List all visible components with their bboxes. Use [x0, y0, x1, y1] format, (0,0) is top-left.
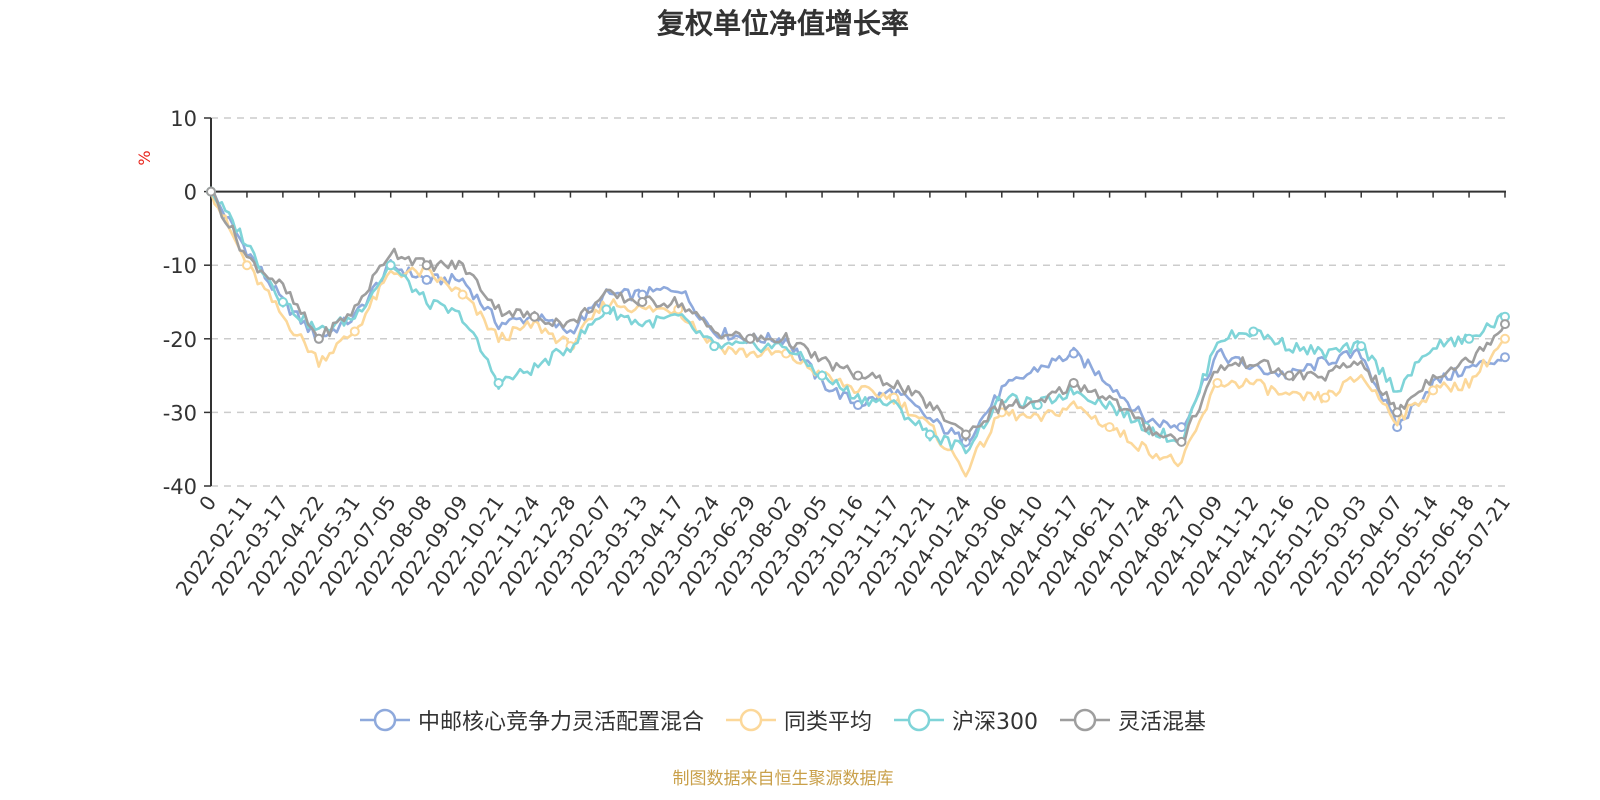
legend-item[interactable]: 沪深300	[894, 704, 1038, 736]
data-point	[1464, 333, 1475, 344]
axes	[204, 117, 1506, 487]
data-point	[960, 429, 971, 440]
grid-lines	[211, 117, 1505, 487]
legend-item[interactable]: 灵活混基	[1060, 704, 1206, 736]
data-point	[493, 377, 504, 388]
legend: 中邮核心竞争力灵活配置混合 同类平均 沪深300 灵活混基	[0, 704, 1566, 736]
y-tick-label: -40	[163, 475, 197, 499]
data-point	[853, 370, 863, 381]
data-point	[709, 341, 720, 352]
data-point	[313, 333, 324, 344]
legend-swatch-icon	[725, 708, 776, 732]
data-point	[1500, 319, 1510, 330]
data-point	[1356, 341, 1367, 352]
data-point	[421, 260, 432, 271]
y-tick-label: -20	[163, 328, 197, 352]
data-point	[601, 304, 612, 315]
series-line	[209, 191, 1506, 478]
data-point	[924, 429, 935, 440]
legend-label: 中邮核心竞争力灵活配置混合	[417, 710, 704, 735]
x-tick-label: 0	[194, 491, 221, 515]
data-point	[241, 260, 252, 271]
legend-swatch-icon	[1060, 708, 1110, 732]
data-point	[277, 297, 288, 307]
data-point	[1284, 370, 1295, 381]
data-point	[349, 326, 360, 337]
data-point	[1068, 377, 1079, 388]
data-point	[385, 260, 396, 271]
data-point	[745, 333, 756, 344]
data-point	[1104, 422, 1115, 433]
y-tick-label: 10	[170, 107, 197, 131]
data-point	[1248, 326, 1259, 337]
series-lines	[206, 186, 1510, 478]
line-chart: 100-10-20-30-4002022-02-112022-03-172022…	[135, 107, 1515, 600]
data-point	[1320, 392, 1331, 403]
y-unit-label: %	[135, 150, 154, 165]
y-tick-label: -10	[163, 254, 197, 278]
data-point	[457, 289, 468, 300]
data-point	[1428, 385, 1439, 396]
data-point	[1500, 333, 1510, 344]
legend-item[interactable]: 同类平均	[725, 704, 872, 736]
chart-title: 复权单位净值增长率	[656, 7, 909, 40]
source-note: 制图数据来自恒生聚源数据库	[672, 769, 894, 789]
data-point	[1392, 407, 1403, 418]
legend-swatch-icon	[359, 708, 410, 732]
legend-label: 同类平均	[783, 710, 872, 735]
legend-swatch-icon	[894, 708, 944, 732]
legend-label: 沪深300	[952, 710, 1038, 735]
data-point	[1176, 422, 1187, 433]
data-point	[1176, 436, 1187, 447]
data-point	[421, 274, 432, 285]
data-point	[1500, 352, 1510, 363]
data-point	[817, 370, 828, 381]
legend-label: 灵活混基	[1118, 710, 1207, 735]
data-point	[529, 311, 540, 322]
legend-item[interactable]: 中邮核心竞争力灵活配置混合	[359, 704, 704, 736]
data-point	[1212, 377, 1223, 388]
data-point	[637, 297, 648, 307]
data-point	[206, 186, 216, 197]
data-point	[853, 400, 863, 411]
y-tick-label: -30	[163, 401, 197, 425]
series-line	[209, 190, 1506, 455]
y-tick-label: 0	[184, 181, 197, 205]
data-point	[1068, 348, 1079, 359]
